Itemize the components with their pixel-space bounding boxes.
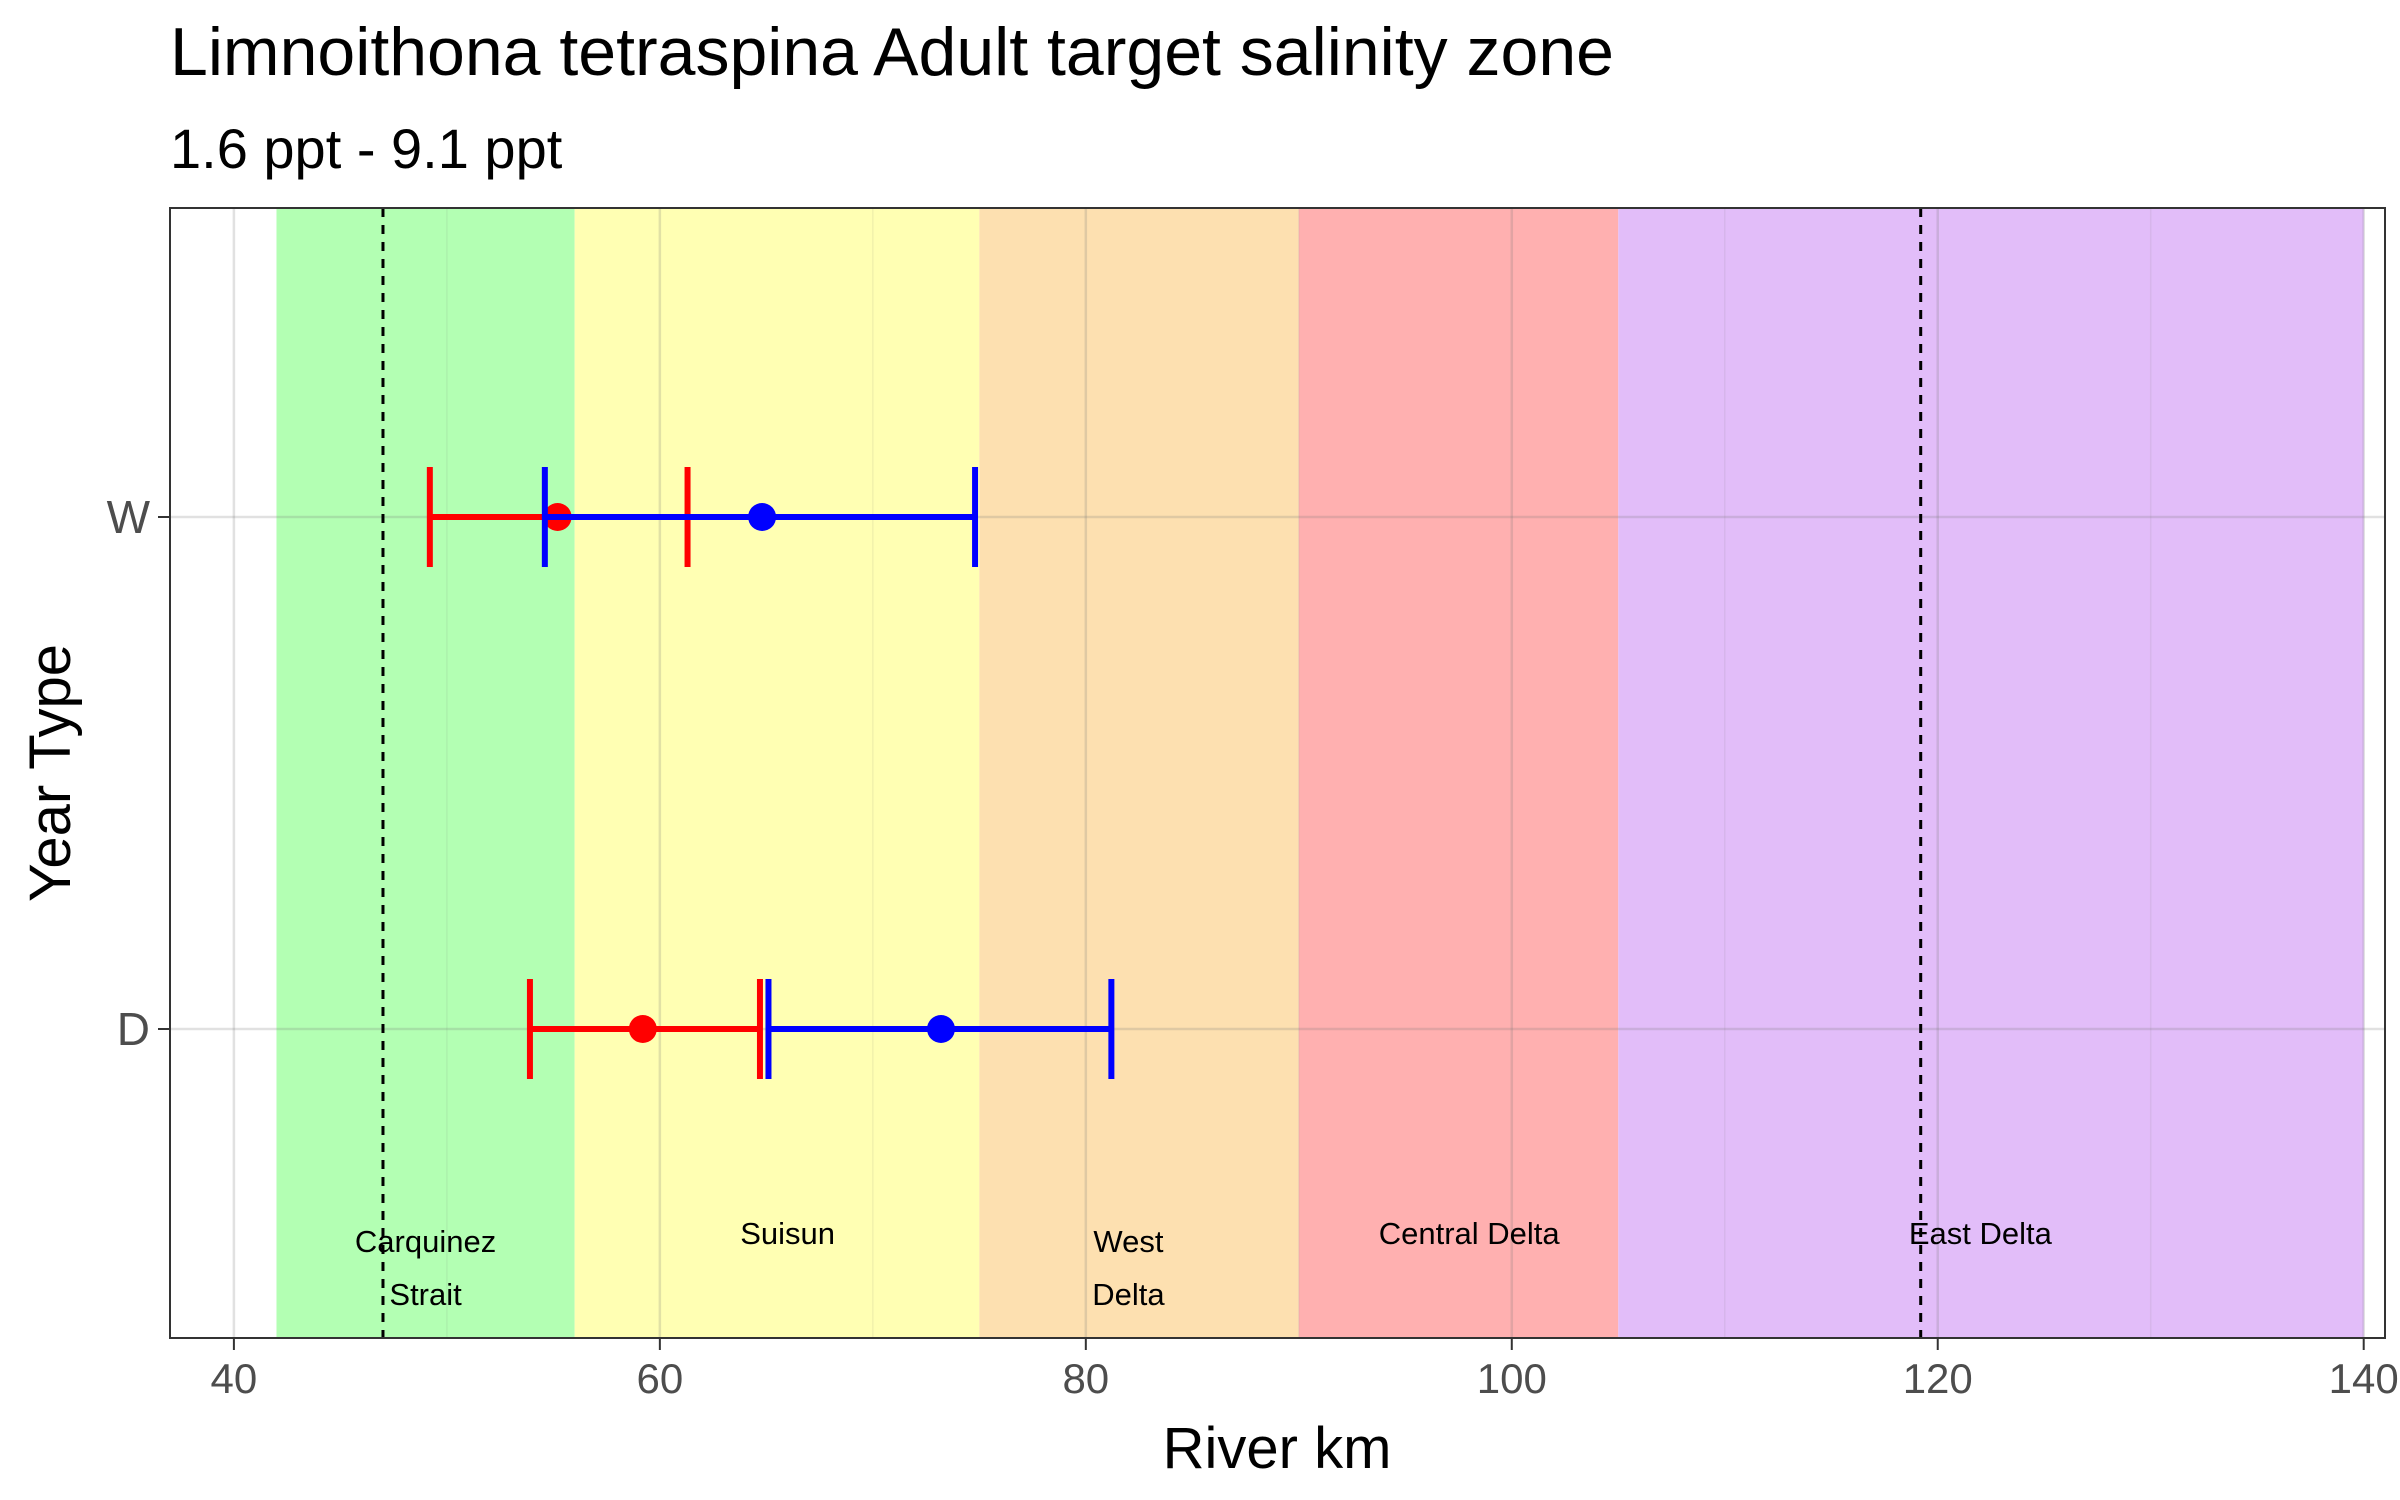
region-label-carquinez-strait-line-2: Strait <box>389 1277 462 1312</box>
x-tick-label-40: 40 <box>211 1355 258 1402</box>
x-tick-label-140: 140 <box>2329 1355 2399 1402</box>
region-bands <box>276 208 2364 1338</box>
y-tick-label-d: D <box>117 1003 150 1055</box>
chart-subtitle: 1.6 ppt - 9.1 ppt <box>170 117 563 180</box>
region-label-east-delta: East Delta <box>1909 1216 2053 1251</box>
plot-panel-border <box>169 207 2386 1339</box>
x-axis-label: River km <box>1163 1416 1392 1481</box>
x-axis: 40 60 80 100 120 140 <box>211 1338 2399 1402</box>
region-band-suisun <box>574 208 980 1338</box>
region-label-suisun: Suisun <box>740 1216 835 1251</box>
series-2 <box>541 467 1115 1079</box>
region-band-central-delta <box>1298 208 1619 1338</box>
region-label-west-delta-line-2: Delta <box>1092 1277 1165 1312</box>
x-tick-label-120: 120 <box>1903 1355 1973 1402</box>
x-tick-label-60: 60 <box>636 1355 683 1402</box>
y-axis-label: Year Type <box>18 644 83 902</box>
data-series <box>426 467 1115 1079</box>
x-tick-label-80: 80 <box>1062 1355 1109 1402</box>
chart-title: Limnoithona tetraspina Adult target sali… <box>170 14 1614 90</box>
series-1-d-point <box>628 1015 657 1043</box>
region-labels: Carquinez Strait Suisun West Delta Central De… <box>355 1216 2053 1312</box>
region-band-carquinez-strait <box>276 208 575 1338</box>
region-band-east-delta <box>1618 208 2364 1338</box>
region-label-carquinez-strait-line-1: Carquinez <box>355 1224 496 1259</box>
region-label-west-delta-line-1: West <box>1093 1224 1163 1259</box>
series-2-w-point <box>748 503 777 531</box>
region-label-central-delta: Central Delta <box>1379 1216 1561 1251</box>
y-tick-label-w: W <box>107 491 151 543</box>
region-band-west-delta <box>979 208 1299 1338</box>
series-2-d-point <box>926 1015 955 1043</box>
y-axis: WD <box>107 491 170 1055</box>
x-tick-label-100: 100 <box>1477 1355 1547 1402</box>
reference-lines <box>381 208 1923 1338</box>
